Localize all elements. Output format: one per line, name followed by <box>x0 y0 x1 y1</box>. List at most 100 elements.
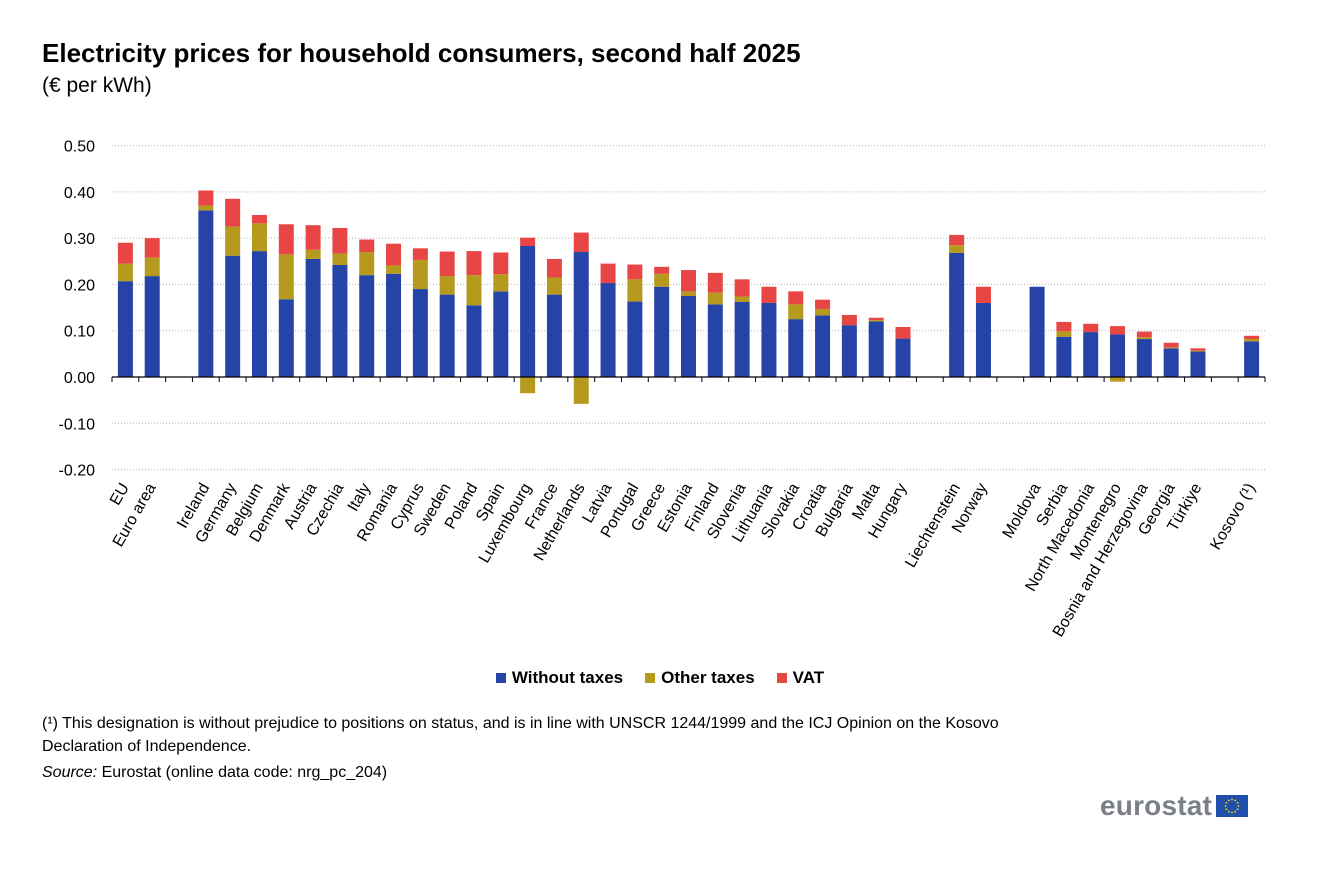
bar-segment-without-taxes <box>761 302 777 377</box>
flag-star <box>1236 801 1239 804</box>
bar-segment-without-taxes <box>144 276 160 377</box>
y-tick-label: 0.40 <box>64 185 95 202</box>
bar-segment-other-taxes <box>225 226 241 256</box>
bar-segment-without-taxes <box>1163 348 1179 377</box>
flag-star <box>1227 799 1230 802</box>
flag-star <box>1231 798 1233 801</box>
bar-segment-other-taxes <box>520 377 536 394</box>
bar-segment-vat <box>1244 335 1260 340</box>
bar-segment-other-taxes <box>359 252 375 276</box>
bar-segment-vat <box>546 258 562 278</box>
bar-segment-other-taxes <box>386 265 402 274</box>
bar-segment-other-taxes <box>412 259 428 290</box>
legend-label-vat: VAT <box>792 668 825 687</box>
y-tick-labels: 0.50 0.40 0.30 0.20 0.10 0.00 -0.10 -0.20 <box>59 139 96 480</box>
bar-segment-other-taxes <box>734 296 750 303</box>
bar-segment-vat <box>573 232 589 253</box>
bar-segment-vat <box>198 190 214 206</box>
bar-segment-other-taxes <box>627 279 643 302</box>
bar-segment-other-taxes <box>546 277 562 295</box>
bar-segment-without-taxes <box>117 281 133 377</box>
bar-segment-without-taxes <box>1110 334 1126 377</box>
bar-segment-without-taxes <box>1244 341 1260 377</box>
flag-star <box>1234 810 1237 813</box>
bar-segment-other-taxes <box>707 292 723 305</box>
bar-segment-other-taxes <box>117 263 133 282</box>
flag-star <box>1225 801 1228 804</box>
bar-segment-vat <box>868 317 884 321</box>
legend-item-without-taxes: Without taxes <box>495 668 624 688</box>
legend-label-without-taxes: Without taxes <box>511 668 624 687</box>
bar-segment-vat <box>386 243 402 266</box>
bar-segment-without-taxes <box>546 294 562 377</box>
bar-segment-without-taxes <box>1083 332 1099 377</box>
x-axis <box>111 376 1266 382</box>
source-label: Source: <box>42 764 98 781</box>
bar-segment-vat <box>1163 342 1179 348</box>
bar-segment-without-taxes <box>332 264 348 377</box>
bar-segment-other-taxes <box>251 223 267 252</box>
bar-segment-vat <box>815 299 831 309</box>
bar-segment-vat <box>788 291 804 305</box>
bar-segment-without-taxes <box>386 273 402 377</box>
bar-segment-without-taxes <box>815 315 831 377</box>
flag-star <box>1234 799 1237 802</box>
bar-segment-vat <box>305 225 321 250</box>
bar-segment-other-taxes <box>332 253 348 265</box>
bar-segment-other-taxes <box>815 308 831 316</box>
bar-segment-without-taxes <box>225 255 241 377</box>
bar-segment-other-taxes <box>1056 331 1072 337</box>
source-text: Eurostat (online data code: nrg_pc_204) <box>97 764 388 781</box>
legend-label-other-taxes: Other taxes <box>661 668 755 687</box>
bar-segment-vat <box>654 266 670 274</box>
bar-segment-vat <box>1190 348 1206 351</box>
bar-segment-other-taxes <box>493 274 509 292</box>
bar-segment-without-taxes <box>439 294 455 377</box>
flag-star <box>1225 808 1228 811</box>
bar-segment-other-taxes <box>1110 377 1126 382</box>
chart-title: Electricity prices for household consume… <box>42 38 801 68</box>
bar-segment-without-taxes <box>359 275 375 377</box>
bar-segment-vat <box>895 327 911 339</box>
bar-segment-vat <box>975 286 991 303</box>
bar-segment-other-taxes <box>1163 347 1179 349</box>
bar-segment-other-taxes <box>949 245 965 253</box>
flag-star <box>1224 805 1227 807</box>
bar-segment-without-taxes <box>573 252 589 377</box>
bar-segment-vat <box>734 279 750 297</box>
bar-segment-without-taxes <box>600 283 616 377</box>
bar-segment-vat <box>493 252 509 275</box>
legend-swatch-other-taxes <box>645 673 656 683</box>
bar-segment-without-taxes <box>1056 336 1072 377</box>
bar-segment-without-taxes <box>707 304 723 377</box>
bar-segment-vat <box>627 264 643 280</box>
bar-segment-without-taxes <box>788 319 804 377</box>
bar-segment-without-taxes <box>868 321 884 377</box>
y-tick-label: 0.50 <box>64 139 95 156</box>
flag-star <box>1236 808 1239 811</box>
bar-segment-without-taxes <box>278 299 294 377</box>
legend-swatch-without-taxes <box>495 673 506 683</box>
x-tick-label: Kosovo (¹) <box>1207 481 1259 553</box>
bar-segment-vat <box>1136 331 1152 338</box>
eurostat-logo: eurostat <box>1100 790 1249 822</box>
bars <box>117 190 1260 404</box>
y-tick-label: 0.00 <box>64 370 95 387</box>
bar-segment-other-taxes <box>868 320 884 322</box>
bar-segment-other-taxes <box>466 275 482 306</box>
legend-item-vat: VAT <box>776 668 825 688</box>
bar-segment-without-taxes <box>681 296 696 377</box>
bar-segment-vat <box>359 239 375 253</box>
y-tick-label: -0.10 <box>59 416 96 433</box>
y-tick-label: 0.30 <box>64 231 95 248</box>
bar-segment-vat <box>117 242 133 264</box>
bar-segment-vat <box>600 263 616 284</box>
chart-subtitle: (€ per kWh) <box>42 74 152 97</box>
bar-segment-without-taxes <box>895 338 911 377</box>
bar-segment-other-taxes <box>305 249 321 259</box>
bar-segment-other-taxes <box>681 291 696 296</box>
bar-segment-without-taxes <box>949 252 965 377</box>
chart-legend: Without taxes Other taxes VAT <box>0 668 1320 688</box>
x-tick-label: EU <box>107 481 133 509</box>
